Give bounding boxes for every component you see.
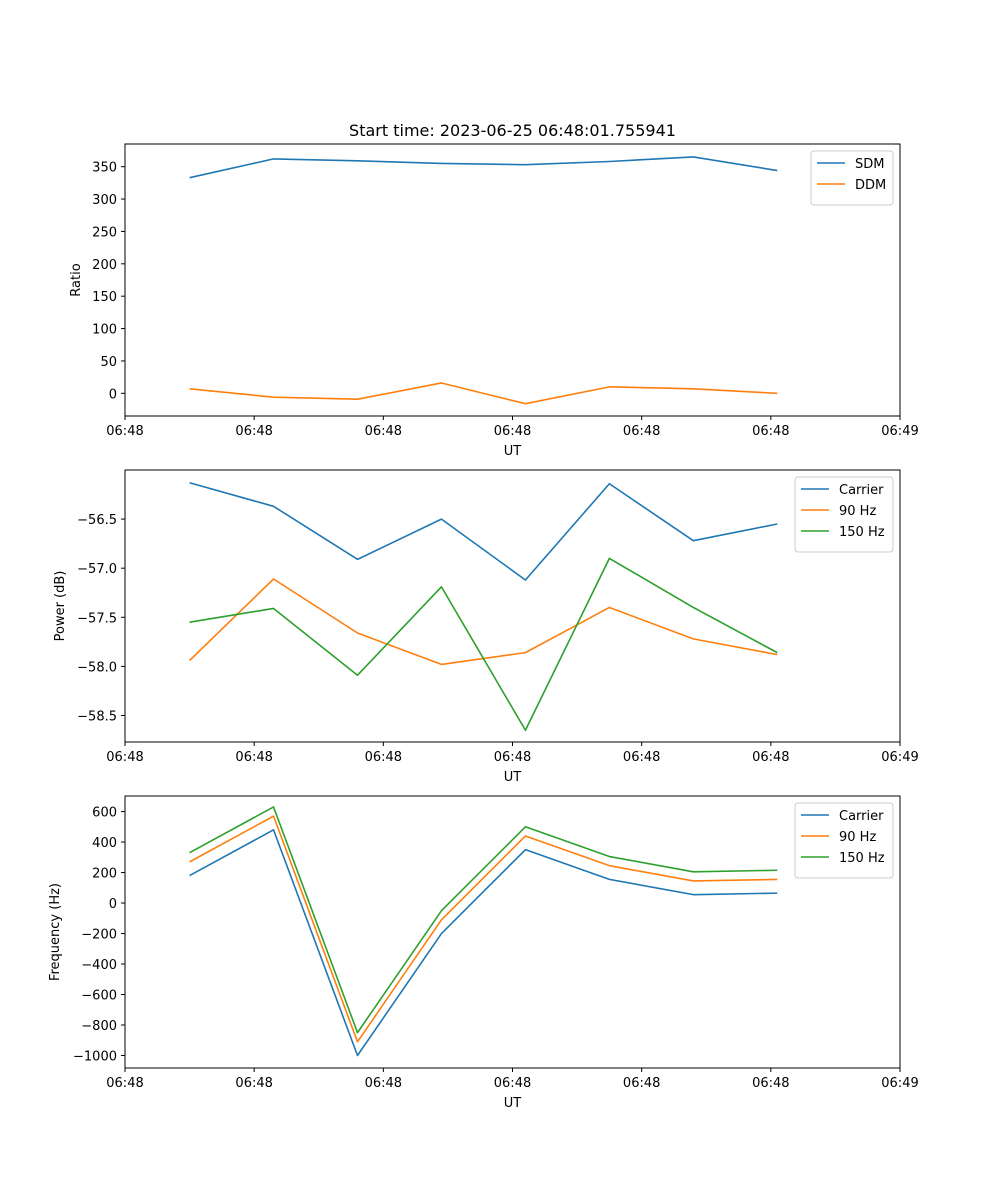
y-tick-label: 250 [92,225,117,240]
y-tick-label: −57.5 [77,611,117,626]
x-tick-label: 06:48 [106,424,143,439]
x-tick-label: 06:48 [494,750,531,765]
legend: SDM DDM [810,150,894,206]
y-axis-label: Ratio [69,263,84,296]
y-tick-label: −58.5 [77,709,117,724]
y-tick-label: −1000 [73,1049,117,1064]
y-tick-label: −800 [81,1019,117,1034]
series-lines [189,481,778,732]
x-tick-label: 06:48 [623,424,660,439]
y-ticks: 0 50 100 150 200 250 300 350 [92,161,125,402]
y-tick-label: 50 [100,355,117,370]
panels: 06:48 06:48 06:48 06:48 06:48 06:48 06:49 0 50 10… [48,143,919,1111]
legend: Carrier 90 Hz 150 Hz [794,802,894,879]
y-tick-label: 350 [92,161,117,176]
axes-frame [124,795,901,1069]
y-tick-label: 200 [92,867,117,882]
x-axis-label: UT [504,1096,522,1111]
y-tick-label: −56.5 [77,513,117,528]
series-line-90-hz [189,815,778,1043]
series-line-sdm [189,156,778,179]
y-tick-label: −600 [81,989,117,1004]
x-tick-label: 06:48 [752,750,789,765]
y-tick-label: 150 [92,290,117,305]
x-tick-label: 06:48 [235,1076,272,1091]
y-tick-label: −200 [81,928,117,943]
x-tick-label: 06:49 [881,750,918,765]
y-tick-label: 0 [109,897,117,912]
series-line-carrier [189,829,778,1057]
legend-label: 150 Hz [839,525,885,540]
figure-title: Start time: 2023-06-25 06:48:01.755941 [349,121,676,140]
legend-box [794,802,894,879]
y-tick-label: −57.0 [77,562,117,577]
x-tick-label: 06:48 [235,750,272,765]
series-line-carrier [189,481,778,581]
x-tick-label: 06:49 [881,1076,918,1091]
series-line-150-hz [189,806,778,1034]
x-tick-label: 06:48 [365,750,402,765]
series-line-90-hz [189,578,778,666]
y-axis-label: Frequency (Hz) [48,883,63,981]
y-ticks: −1000 −800 −600 −400 −200 0 200 400 600 [73,806,125,1064]
y-axis-label: Power (dB) [53,571,68,642]
y-tick-label: 100 [92,323,117,338]
legend-label: SDM [855,157,884,172]
x-ticks: 06:48 06:48 06:48 06:48 06:48 06:48 06:49 [106,1068,919,1091]
legend-label: 150 Hz [839,851,885,866]
x-tick-label: 06:48 [235,424,272,439]
x-axis-label: UT [504,444,522,459]
x-tick-label: 06:48 [494,1076,531,1091]
panel-3: 06:48 06:48 06:48 06:48 06:48 06:48 06:49 −1000… [48,795,919,1111]
series-lines [189,806,778,1057]
x-axis-label: UT [504,770,522,785]
axes-frame [124,143,901,417]
series-line-ddm [189,382,778,405]
axes-frame [124,469,901,743]
x-tick-label: 06:48 [106,1076,143,1091]
legend-box [794,476,894,553]
y-ticks: −58.5 −58.0 −57.5 −57.0 −56.5 [77,513,125,724]
y-tick-label: 400 [92,836,117,851]
legend-label: Carrier [839,483,884,498]
legend-label: Carrier [839,809,884,824]
x-ticks: 06:48 06:48 06:48 06:48 06:48 06:48 06:49 [106,742,919,765]
legend: Carrier 90 Hz 150 Hz [794,476,894,553]
x-tick-label: 06:48 [365,424,402,439]
x-tick-label: 06:48 [623,1076,660,1091]
y-tick-label: 0 [109,387,117,402]
series-line-150-hz [189,557,778,732]
x-tick-label: 06:48 [494,424,531,439]
legend-box [810,150,894,206]
y-tick-label: 300 [92,193,117,208]
y-tick-label: 200 [92,258,117,273]
x-tick-label: 06:48 [106,750,143,765]
legend-label: DDM [855,178,886,193]
x-tick-label: 06:48 [752,424,789,439]
legend-label: 90 Hz [839,830,876,845]
panel-2: 06:48 06:48 06:48 06:48 06:48 06:48 06:49 −58.5… [53,469,919,785]
x-tick-label: 06:48 [752,1076,789,1091]
y-tick-label: 600 [92,806,117,821]
legend-label: 90 Hz [839,504,876,519]
x-ticks: 06:48 06:48 06:48 06:48 06:48 06:48 06:49 [106,416,919,439]
x-tick-label: 06:48 [365,1076,402,1091]
y-tick-label: −58.0 [77,660,117,675]
x-tick-label: 06:48 [623,750,660,765]
series-lines [189,156,778,405]
panel-1: 06:48 06:48 06:48 06:48 06:48 06:48 06:49 0 50 10… [69,143,919,459]
y-tick-label: −400 [81,958,117,973]
x-tick-label: 06:49 [881,424,918,439]
